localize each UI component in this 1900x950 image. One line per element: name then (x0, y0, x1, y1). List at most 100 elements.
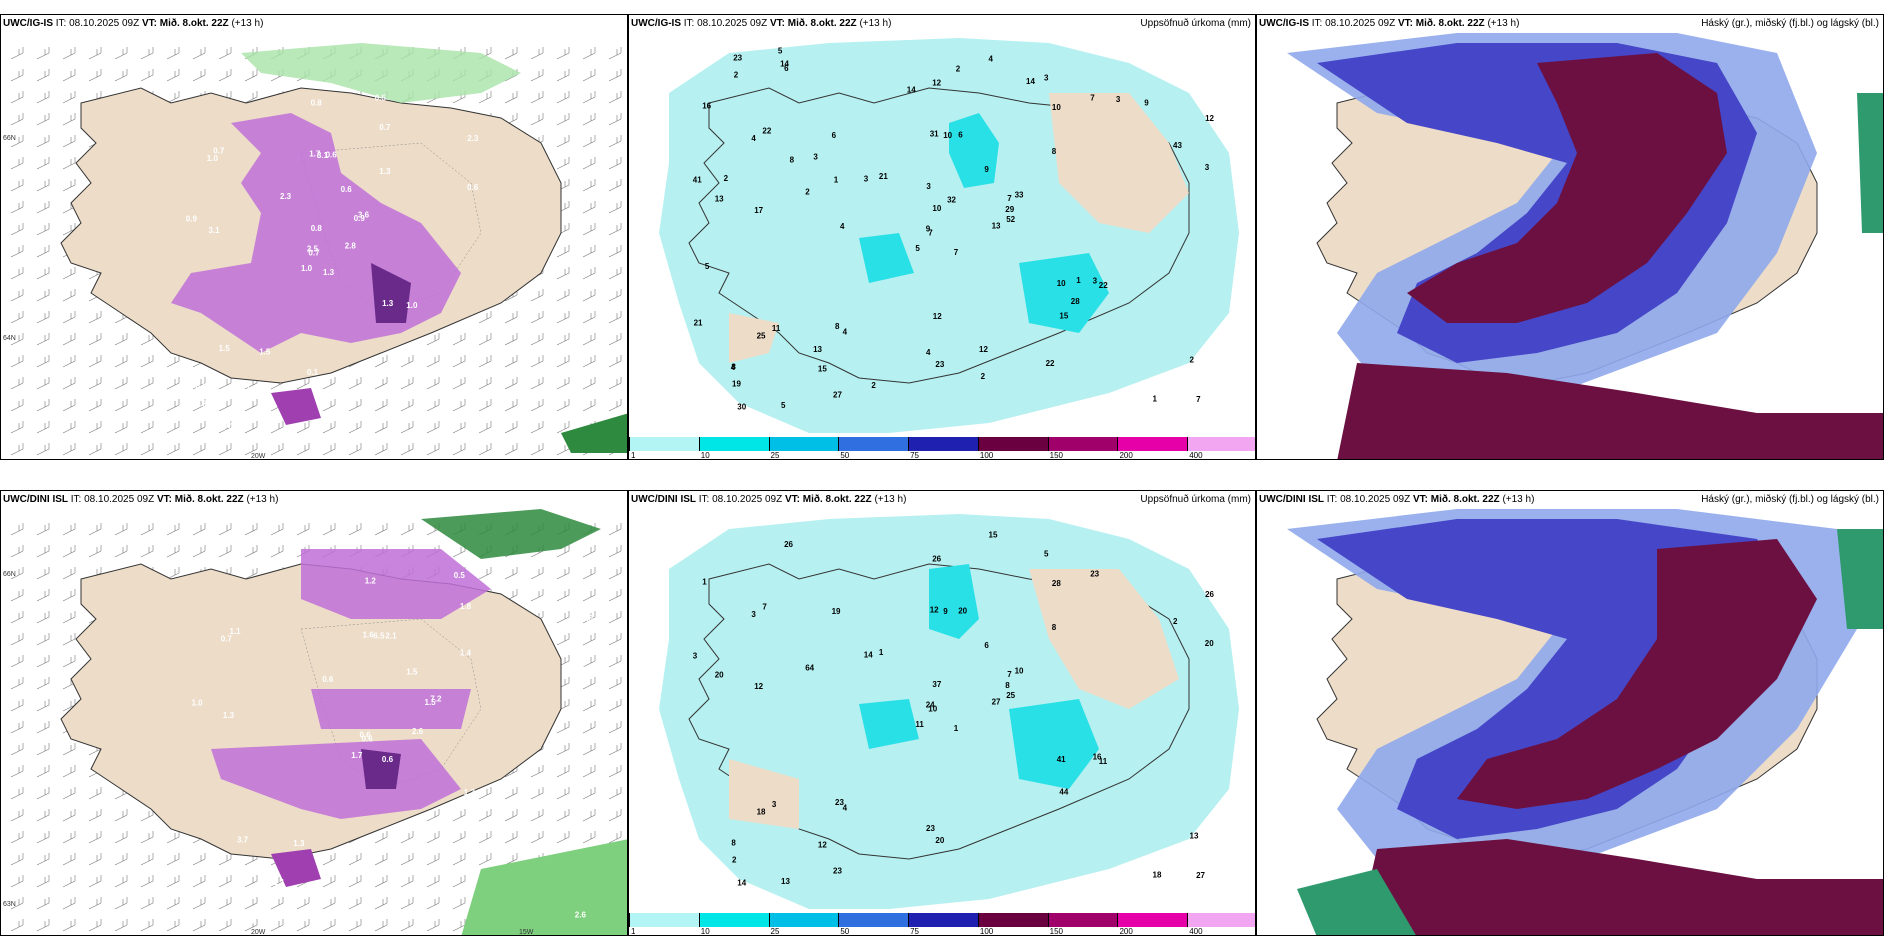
panel-title: UWC/DINI ISL IT: 08.10.2025 09Z VT: Mið.… (1259, 494, 1535, 505)
wind-barb (10, 897, 24, 910)
wind-barb (114, 523, 128, 536)
wind-barb (582, 545, 596, 558)
wind-barb (478, 333, 492, 346)
value-label: 1.3 (323, 268, 335, 277)
wind-barb (10, 289, 24, 302)
wind-barb (166, 421, 180, 434)
value-label: 23 (833, 866, 842, 875)
value-label: 1.6 (363, 630, 375, 639)
wind-barb (556, 245, 570, 258)
wind-barb (114, 421, 128, 434)
wind-barb (62, 421, 76, 434)
lat-label-64n: 64N (3, 335, 16, 342)
wind-barb (36, 567, 50, 580)
value-label: 7 (1007, 670, 1012, 679)
value-label: 1.5 (425, 698, 437, 707)
legend-label: 1 (631, 451, 636, 460)
wind-barb (244, 399, 258, 412)
wind-barb (36, 245, 50, 258)
legend-swatch (768, 437, 839, 451)
value-label: 24 (926, 701, 935, 710)
value-label: 3 (751, 610, 756, 619)
wind-barb (36, 135, 50, 148)
value-label: 0.6 (360, 730, 372, 739)
wind-barb (608, 289, 622, 302)
wind-barb (582, 135, 596, 148)
wind-barb (62, 91, 76, 104)
value-label: 2 (1173, 617, 1178, 626)
wind-barb (400, 853, 414, 866)
wind-barb (62, 355, 76, 368)
wind-barb (10, 721, 24, 734)
wind-barb (556, 333, 570, 346)
cloud-panel-bottom: UWC/DINI ISL IT: 08.10.2025 09Z VT: Mið.… (1256, 490, 1884, 936)
value-label: 26 (932, 555, 941, 564)
wind-barb (504, 443, 518, 456)
wind-barb (88, 545, 102, 558)
cloud-high-south (1357, 839, 1883, 935)
value-label: 44 (1059, 787, 1068, 796)
wind-barb (322, 523, 336, 536)
value-label: 18 (1153, 871, 1162, 880)
wind-barb (166, 523, 180, 536)
wind-barb (608, 355, 622, 368)
wind-barb (62, 135, 76, 148)
value-label: 17 (754, 206, 763, 215)
wind-barb (582, 245, 596, 258)
value-label: 11 (1099, 757, 1108, 766)
value-label: 1.7 (244, 917, 256, 926)
value-label: 2 (1190, 356, 1195, 365)
wind-barb (218, 875, 232, 888)
wind-barb (296, 919, 310, 932)
wind-barb (426, 875, 440, 888)
value-label: 0.9 (354, 214, 366, 223)
precip-legend: 1 10 25 50 75 100 150 200 400 (629, 913, 1255, 935)
value-label: 26 (784, 540, 793, 549)
wind-barb (530, 809, 544, 822)
wind-barb (114, 355, 128, 368)
legend-swatch (698, 913, 769, 927)
wind-barb (426, 853, 440, 866)
value-label: 4 (751, 134, 756, 143)
wind-barb (530, 289, 544, 302)
value-label: 41 (693, 176, 702, 185)
value-label: 12 (818, 840, 827, 849)
wind-barb (608, 311, 622, 324)
value-label: 21 (694, 318, 703, 327)
wind-barb (244, 91, 258, 104)
wind-barb (88, 47, 102, 60)
wind-barb (608, 157, 622, 170)
wind-barb (10, 875, 24, 888)
precip-panel-top: UWC/IG-IS IT: 08.10.2025 09Z VT: Mið. 8.… (628, 14, 1256, 460)
wind-barb (36, 69, 50, 82)
legend-swatch (629, 437, 699, 451)
value-label: 31 (930, 130, 939, 139)
value-label: 7 (954, 248, 959, 257)
wind-barb (36, 399, 50, 412)
wind-barb (478, 377, 492, 390)
wind-barb (400, 919, 414, 932)
wind-barb (452, 333, 466, 346)
wind-barb (582, 831, 596, 844)
precip-value-labels: 7478743610136717125853191121191510332222… (693, 46, 1215, 411)
legend-swatch (1117, 437, 1188, 451)
wind-barb (582, 787, 596, 800)
wind-barb (166, 443, 180, 456)
wind-barb (140, 399, 154, 412)
wind-barb (400, 831, 414, 844)
wind-barb (166, 875, 180, 888)
wind-barb (478, 421, 492, 434)
wind-barb (62, 443, 76, 456)
wind-barb (530, 787, 544, 800)
value-label: 4 (989, 55, 994, 64)
wind-barb (582, 47, 596, 60)
value-label: 1.4 (460, 649, 472, 658)
wind-barb (608, 633, 622, 646)
wind-barb (36, 677, 50, 690)
value-label: 20 (935, 836, 944, 845)
value-label: 0.5 (375, 94, 387, 103)
value-label: 12 (930, 606, 939, 615)
wind-barb (88, 523, 102, 536)
wind-barb (530, 765, 544, 778)
wind-precip-panel-top: UWC/IG-IS IT: 08.10.2025 09Z VT: Mið. 8.… (0, 14, 628, 460)
